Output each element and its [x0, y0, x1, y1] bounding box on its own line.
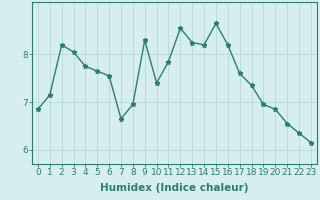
X-axis label: Humidex (Indice chaleur): Humidex (Indice chaleur) [100, 183, 249, 193]
